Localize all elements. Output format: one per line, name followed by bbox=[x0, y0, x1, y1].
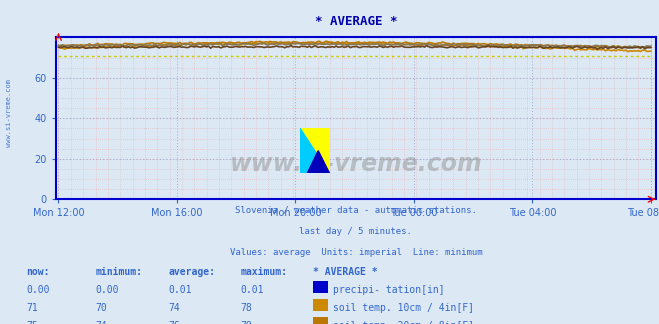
Text: soil temp. 10cm / 4in[F]: soil temp. 10cm / 4in[F] bbox=[333, 303, 474, 313]
Text: 76: 76 bbox=[168, 321, 180, 324]
Text: 70: 70 bbox=[96, 303, 107, 313]
Text: 0.01: 0.01 bbox=[168, 285, 192, 295]
Text: Slovenia / weather data - automatic stations.: Slovenia / weather data - automatic stat… bbox=[235, 206, 477, 215]
Text: precipi- tation[in]: precipi- tation[in] bbox=[333, 285, 444, 295]
Text: 0.00: 0.00 bbox=[26, 285, 50, 295]
Text: 74: 74 bbox=[168, 303, 180, 313]
Text: soil temp. 20cm / 8in[F]: soil temp. 20cm / 8in[F] bbox=[333, 321, 474, 324]
Text: 74: 74 bbox=[96, 321, 107, 324]
Text: last day / 5 minutes.: last day / 5 minutes. bbox=[299, 227, 413, 236]
Polygon shape bbox=[300, 128, 330, 173]
Text: minimum:: minimum: bbox=[96, 267, 142, 277]
Polygon shape bbox=[307, 151, 330, 173]
Text: * AVERAGE *: * AVERAGE * bbox=[313, 267, 378, 277]
Text: 78: 78 bbox=[241, 303, 252, 313]
Text: average:: average: bbox=[168, 267, 215, 277]
Text: now:: now: bbox=[26, 267, 50, 277]
Text: 0.01: 0.01 bbox=[241, 285, 264, 295]
Text: 79: 79 bbox=[241, 321, 252, 324]
Text: www.si-vreme.com: www.si-vreme.com bbox=[5, 79, 12, 147]
Text: * AVERAGE *: * AVERAGE * bbox=[314, 15, 397, 28]
Text: 0.00: 0.00 bbox=[96, 285, 119, 295]
Text: Values: average  Units: imperial  Line: minimum: Values: average Units: imperial Line: mi… bbox=[229, 248, 482, 257]
Text: 75: 75 bbox=[26, 321, 38, 324]
Text: 71: 71 bbox=[26, 303, 38, 313]
Text: maximum:: maximum: bbox=[241, 267, 287, 277]
Text: www.si-vreme.com: www.si-vreme.com bbox=[229, 152, 482, 176]
Polygon shape bbox=[300, 128, 330, 173]
